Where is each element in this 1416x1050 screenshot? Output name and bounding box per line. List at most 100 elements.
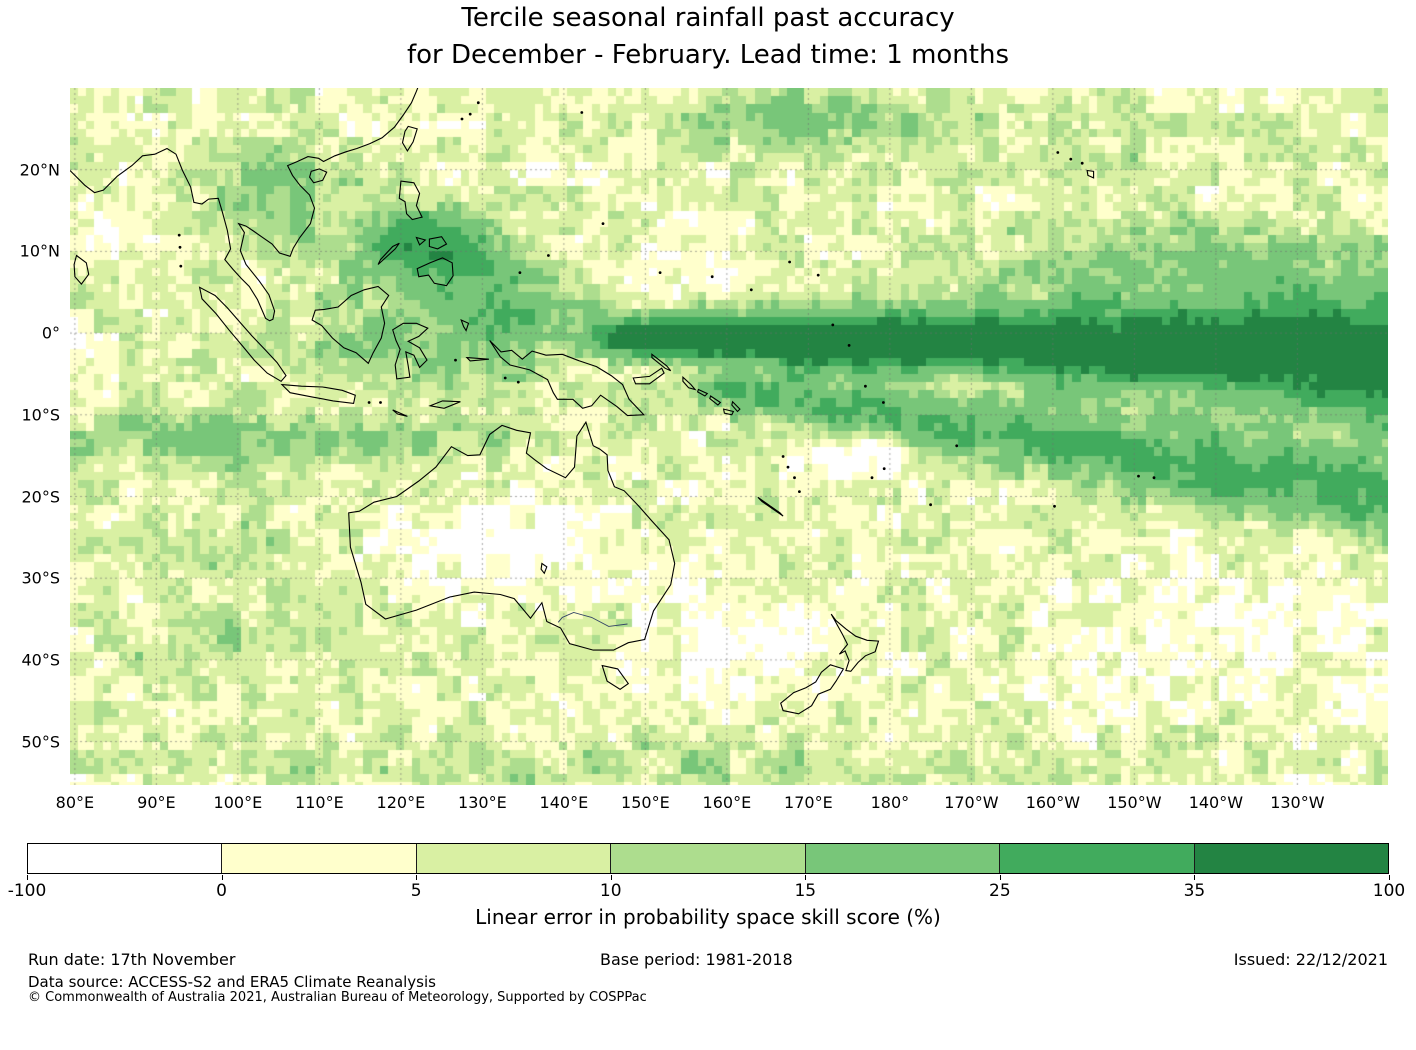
- island-dot: [798, 490, 801, 493]
- y-tick-label: 10°N: [19, 241, 60, 261]
- coastline-path: [415, 236, 427, 246]
- colorbar-segment: [28, 844, 223, 873]
- colorbar-tick-mark: [416, 875, 418, 880]
- colorbar-tick-mark: [27, 875, 28, 880]
- colorbar-segment: [1000, 844, 1195, 873]
- island-dot: [658, 271, 662, 274]
- map-area: [70, 88, 1388, 785]
- coastline-path: [601, 664, 630, 690]
- colorbar-segment: [222, 844, 417, 873]
- coastline-path: [416, 257, 454, 287]
- y-tick-label: 50°S: [21, 732, 60, 752]
- coastline-path: [757, 496, 784, 517]
- island-dot: [793, 476, 796, 480]
- island-dot: [1056, 151, 1060, 154]
- island-dot: [870, 476, 874, 480]
- x-tick-label: 160°E: [702, 793, 752, 812]
- island-dot: [788, 260, 791, 264]
- island-dot: [518, 271, 522, 274]
- colorbar-tick-label: 15: [794, 881, 817, 901]
- colorbar-tick-mark: [1194, 875, 1196, 880]
- coastline-path: [198, 286, 287, 383]
- island-dot: [476, 101, 480, 105]
- colorbar-tick-label: 5: [410, 881, 422, 901]
- island-dot: [955, 444, 959, 448]
- island-dot: [1137, 474, 1140, 478]
- x-tick-label: 150°W: [1107, 793, 1162, 812]
- island-dot: [454, 358, 457, 362]
- colorbar-tick-label: 35: [1183, 881, 1206, 901]
- island-dot: [179, 264, 183, 268]
- coastline-path: [682, 375, 697, 391]
- coastline-path: [1086, 169, 1095, 179]
- island-dot: [710, 275, 714, 279]
- x-tick-label: 180°: [870, 793, 910, 812]
- colorbar-segment: [1194, 844, 1388, 873]
- colorbar: [27, 843, 1389, 874]
- x-tick-label: 140°W: [1188, 793, 1244, 812]
- y-tick-label: 20°N: [19, 160, 60, 180]
- coastline-path: [401, 125, 418, 152]
- colorbar-tick-mark: [221, 875, 223, 880]
- x-tick-label: 140°E: [539, 793, 589, 812]
- island-dot: [468, 112, 472, 116]
- colorbar-tick-label: 25: [989, 881, 1011, 901]
- colorbar-tick-label: 0: [216, 881, 227, 901]
- colorbar-tick-label: 10: [599, 881, 622, 901]
- data-source-text: Data source: ACCESS-S2 and ERA5 Climate …: [28, 973, 436, 991]
- island-dot: [831, 323, 835, 327]
- chart-title-line1: Tercile seasonal rainfall past accuracy: [461, 3, 955, 33]
- coastline-path: [460, 318, 470, 332]
- coastline-path: [392, 322, 429, 380]
- run-date-text: Run date: 17th November: [28, 950, 236, 969]
- x-tick-label: 170°E: [784, 793, 833, 812]
- x-tick-label: 150°E: [621, 793, 670, 812]
- coastline-path: [722, 408, 735, 416]
- colorbar-tick-mark: [999, 875, 1001, 880]
- coastline-path: [73, 254, 90, 285]
- coastline-path: [428, 400, 461, 409]
- y-tick-label: 30°S: [21, 568, 60, 588]
- x-tick-label: 80°E: [55, 793, 95, 812]
- island-dot: [816, 273, 820, 277]
- island-dot: [882, 467, 886, 471]
- colorbar-segment: [805, 844, 1001, 873]
- colorbar-segment: [416, 844, 612, 873]
- coastline-path: [709, 395, 722, 406]
- island-dot: [847, 344, 851, 347]
- river-line: [557, 612, 628, 627]
- island-dot: [786, 465, 790, 469]
- colorbar-tick-label: 100: [1372, 881, 1406, 901]
- coastline-path: [392, 409, 408, 417]
- island-dot: [580, 111, 584, 114]
- base-period-text: Base period: 1981-2018: [600, 950, 793, 969]
- colorbar-tick-mark: [610, 875, 612, 880]
- coastline-path: [428, 236, 448, 250]
- y-tick-label: 20°S: [21, 487, 60, 506]
- coastline-path: [731, 400, 741, 413]
- coastline-path: [489, 340, 646, 417]
- island-dot: [882, 401, 885, 404]
- y-tick-label: 40°S: [21, 650, 60, 670]
- x-tick-label: 160°W: [1025, 793, 1081, 812]
- island-dot: [460, 117, 464, 121]
- coastline-path: [398, 180, 423, 221]
- coastline-path: [632, 367, 665, 385]
- copyright-text: © Commonwealth of Australia 2021, Austra…: [28, 990, 647, 1005]
- island-dot: [929, 503, 932, 507]
- y-tick-label: 10°S: [21, 405, 60, 425]
- x-tick-label: 100°E: [213, 793, 263, 812]
- coastline-path: [465, 356, 489, 362]
- coastline-path: [780, 664, 845, 715]
- x-tick-label: 110°E: [295, 793, 344, 812]
- coastline-path: [696, 388, 709, 397]
- coastline-path: [830, 613, 880, 672]
- coastline-path: [280, 383, 356, 405]
- x-tick-label: 90°E: [137, 793, 176, 812]
- island-dot: [547, 254, 550, 257]
- colorbar-tick-mark: [805, 875, 807, 880]
- island-dot: [1080, 161, 1084, 165]
- x-tick-label: 120°E: [376, 793, 426, 812]
- island-dot: [379, 401, 382, 404]
